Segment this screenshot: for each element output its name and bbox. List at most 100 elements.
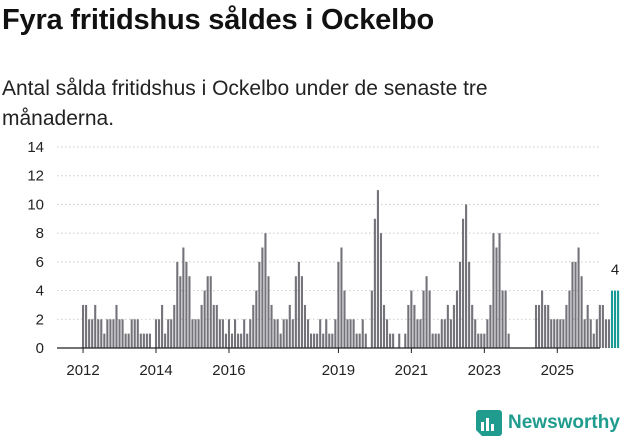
x-tick-label: 2019 [322, 362, 355, 379]
bar [224, 333, 227, 348]
x-tick-label: 2014 [139, 362, 172, 379]
bar [562, 319, 565, 348]
bar [598, 304, 601, 348]
bar [127, 333, 130, 348]
y-tick-label: 6 [36, 254, 44, 271]
bar [556, 319, 559, 348]
x-tick-label: 2025 [541, 362, 574, 379]
bar [148, 333, 151, 348]
bar [300, 276, 303, 348]
bar [334, 319, 337, 348]
bar [316, 333, 319, 348]
bar [310, 333, 313, 348]
bar [571, 261, 574, 348]
bar [364, 333, 367, 348]
bar [443, 319, 446, 348]
bar [477, 333, 480, 348]
bar [240, 333, 243, 348]
bar [428, 290, 431, 348]
bar [465, 204, 468, 348]
chart-subtitle: Antal sålda fritidshus i Ockelbo under d… [2, 77, 488, 130]
bar [486, 319, 489, 348]
bar [483, 333, 486, 348]
bar-highlight [614, 290, 617, 348]
bar [489, 304, 492, 348]
bar [285, 319, 288, 348]
bar [188, 276, 191, 348]
bar [243, 319, 246, 348]
bar [501, 290, 504, 348]
bar [376, 190, 379, 348]
bar [303, 304, 307, 348]
bar [425, 276, 428, 348]
bar [446, 304, 449, 348]
bar [434, 333, 437, 348]
bar [547, 304, 550, 348]
y-tick-label: 8 [36, 225, 44, 242]
bar [586, 304, 589, 348]
bar [154, 319, 158, 348]
bar [176, 261, 179, 348]
bar [249, 319, 252, 348]
bar [94, 304, 97, 348]
bar [534, 304, 538, 348]
bar [121, 319, 124, 348]
bar [85, 304, 88, 348]
bar [124, 333, 127, 348]
bar [458, 261, 462, 348]
bar [349, 319, 352, 348]
bar [580, 276, 583, 348]
bar [212, 304, 215, 348]
bar [392, 333, 395, 348]
bar [261, 247, 264, 348]
bar [389, 333, 392, 348]
bar [297, 261, 300, 348]
bar [440, 319, 443, 348]
bar [230, 333, 234, 348]
bar [565, 304, 568, 348]
bar [559, 319, 562, 348]
bar [337, 261, 340, 348]
bar [179, 276, 182, 348]
bar [313, 333, 316, 348]
bar [398, 333, 401, 348]
y-tick-label: 4 [36, 283, 44, 300]
bar-highlight [610, 290, 614, 348]
y-tick-label: 0 [36, 340, 44, 357]
bar [607, 319, 611, 348]
bar [227, 319, 231, 348]
x-tick-label: 2012 [66, 362, 99, 379]
bar [273, 319, 276, 348]
bar [103, 333, 106, 348]
bar [270, 304, 273, 348]
bar [343, 290, 346, 348]
bar [574, 261, 577, 348]
brand-name: Newsworthy [508, 412, 620, 433]
axis-labels: 0 2 4 6 8 10 12 14 4 2012 2014 2016 2019 2021 2023 2025 [27, 139, 619, 379]
bar [106, 319, 109, 348]
bar [258, 261, 261, 348]
y-tick-label: 14 [27, 139, 44, 156]
bar [209, 276, 212, 348]
bar [331, 333, 334, 348]
bar [410, 290, 413, 348]
x-tick-label: 2023 [468, 362, 501, 379]
bar [437, 333, 440, 348]
bar [595, 319, 598, 348]
bar [322, 333, 325, 348]
bar [133, 319, 136, 348]
bar [167, 319, 170, 348]
bar [291, 319, 294, 348]
bar [452, 304, 455, 348]
bar [355, 333, 358, 348]
bar [279, 333, 282, 348]
y-tick-label: 10 [27, 196, 44, 213]
bar [568, 290, 571, 348]
bar [115, 304, 118, 348]
bar [507, 333, 510, 348]
bar-highlight [617, 290, 620, 348]
bar [462, 218, 465, 348]
bar [541, 290, 544, 348]
bar [182, 247, 185, 348]
